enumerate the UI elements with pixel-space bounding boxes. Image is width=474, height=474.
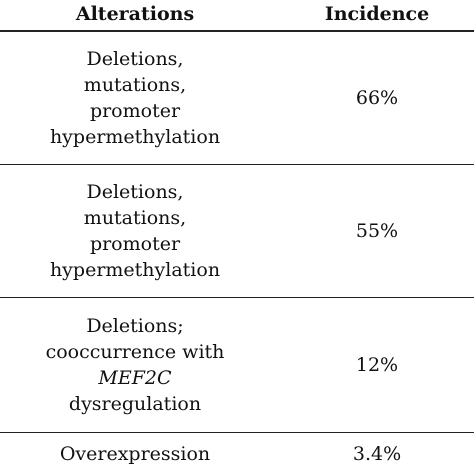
alteration-line: mutations,: [83, 207, 187, 229]
alteration-line: promoter: [89, 233, 181, 255]
alteration-line: Deletions,: [86, 181, 184, 203]
alteration-line: cooccurrence with: [45, 341, 225, 363]
alteration-line: mutations,: [83, 74, 187, 96]
table-row: Deletions; cooccurrence with MEF2C dysre…: [0, 298, 474, 433]
alteration-line: dysregulation: [68, 393, 202, 415]
alteration-cell: Deletions, mutations, promoter hypermeth…: [10, 32, 260, 164]
alteration-line: hypermethylation: [49, 126, 221, 148]
header-incidence: Incidence: [324, 3, 430, 25]
alteration-cell: Deletions, mutations, promoter hypermeth…: [10, 165, 260, 297]
table-row: Deletions, mutations, promoter hypermeth…: [0, 165, 474, 298]
incidence-cell: 66%: [355, 87, 399, 109]
alteration-line: promoter: [89, 100, 181, 122]
incidence-cell: 55%: [355, 220, 399, 242]
incidence-cell: 3.4%: [352, 443, 402, 465]
alteration-cell: Deletions; cooccurrence with MEF2C dysre…: [10, 298, 260, 432]
alteration-line-gene: MEF2C: [98, 367, 172, 389]
alteration-line: Overexpression: [59, 443, 211, 465]
table-header: Alterations Incidence: [0, 0, 474, 32]
incidence-cell: 12%: [355, 354, 399, 376]
alteration-line: Deletions,: [86, 48, 184, 70]
table-row: Deletions, mutations, promoter hypermeth…: [0, 32, 474, 165]
table-row: Overexpression 3.4%: [0, 434, 474, 474]
alteration-line: Deletions;: [86, 315, 184, 337]
alteration-line: hypermethylation: [49, 259, 221, 281]
header-alterations: Alterations: [75, 3, 195, 25]
alteration-cell: Overexpression: [10, 434, 260, 474]
